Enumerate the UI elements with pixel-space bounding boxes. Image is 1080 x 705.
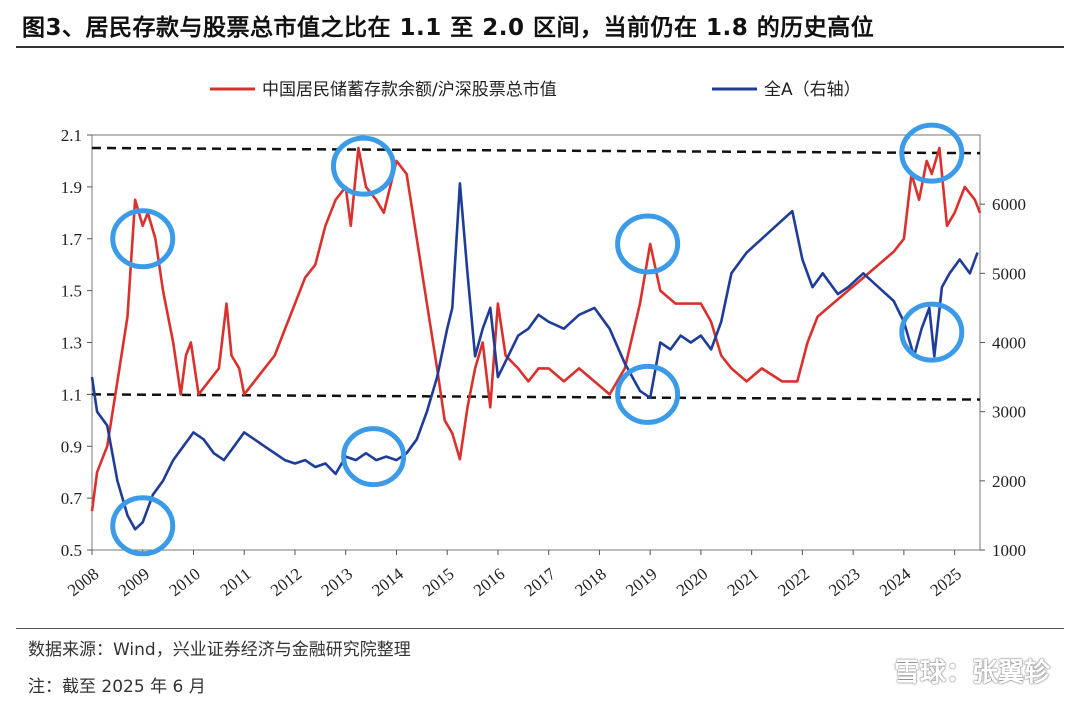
x-tick-label: 2013	[318, 564, 356, 600]
left-tick-label: 0.7	[61, 489, 83, 508]
x-tick-label: 2016	[470, 564, 508, 600]
left-tick-label: 1.9	[61, 178, 82, 197]
left-tick-label: 1.7	[61, 230, 83, 249]
x-tick-label: 2014	[368, 564, 407, 600]
right-tick-label: 2000	[992, 472, 1026, 491]
right-axis: 1000 2000 3000 4000 5000 6000	[980, 195, 1026, 560]
legend-label-index: 全A（右轴）	[764, 80, 861, 100]
series-line-all-a-index	[90, 182, 979, 531]
footer-rule	[16, 628, 1064, 629]
x-tick-label: 2021	[724, 564, 762, 600]
watermark: 雪球：张翼轸	[893, 658, 1050, 688]
highlight-circle	[899, 122, 965, 184]
x-tick-label: 2019	[622, 564, 660, 600]
highlight-circles	[110, 122, 965, 557]
source-note: 数据来源：Wind，兴业证券经济与金融研究院整理	[28, 640, 411, 660]
chart-title: 图3、居民存款与股票总市值之比在 1.1 至 2.0 区间，当前仍在 1.8 的…	[22, 15, 875, 41]
highlight-circle	[899, 301, 965, 363]
x-tick-label: 2022	[774, 564, 812, 600]
reference-dashed-line	[91, 393, 981, 401]
x-tick-label: 2023	[825, 564, 863, 600]
legend: 中国居民储蓄存款余额/沪深股票总市值 全A（右轴）	[210, 80, 861, 100]
highlight-circle	[615, 363, 681, 425]
x-axis: 2008 2009 2010 2011 2012 2013 2014 2015 2016 2017…	[64, 550, 965, 600]
x-tick-label: 2024	[876, 564, 915, 600]
left-tick-label: 1.1	[61, 385, 82, 404]
right-tick-label: 6000	[992, 195, 1026, 214]
plot-frame	[91, 134, 981, 551]
right-tick-label: 1000	[992, 541, 1026, 560]
x-tick-label: 2009	[115, 564, 153, 600]
right-tick-label: 5000	[992, 264, 1026, 283]
x-tick-label: 2018	[571, 564, 609, 600]
highlight-circle	[110, 208, 176, 270]
x-tick-label: 2025	[927, 564, 965, 600]
x-tick-label: 2017	[521, 564, 560, 600]
series-group	[90, 146, 982, 531]
series-line-deposit-ratio	[90, 146, 982, 512]
x-tick-label: 2008	[64, 564, 102, 600]
left-tick-label: 2.1	[61, 126, 82, 145]
x-tick-label: 2020	[673, 564, 711, 600]
date-note: 注：截至 2025 年 6 月	[28, 677, 206, 697]
reference-lines	[91, 146, 981, 401]
left-tick-label: 0.9	[61, 437, 82, 456]
reference-dashed-line	[91, 146, 981, 155]
legend-label-ratio: 中国居民储蓄存款余额/沪深股票总市值	[262, 80, 557, 100]
left-tick-label: 1.3	[61, 334, 82, 353]
left-tick-label: 1.5	[61, 282, 82, 301]
x-tick-label: 2011	[217, 564, 255, 600]
title-rule	[16, 46, 1064, 48]
x-tick-label: 2012	[267, 564, 305, 600]
chart-svg: 中国居民储蓄存款余额/沪深股票总市值 全A（右轴） 0.5 0.7 0.9 1.1 1.…	[61, 80, 1026, 600]
highlight-circle	[341, 426, 407, 488]
highlight-circle	[110, 495, 176, 557]
right-tick-label: 3000	[992, 403, 1026, 422]
highlight-circle	[330, 135, 396, 197]
right-tick-label: 4000	[992, 334, 1026, 353]
left-tick-label: 0.5	[61, 541, 82, 560]
x-tick-label: 2015	[419, 564, 457, 600]
left-axis: 0.5 0.7 0.9 1.1 1.3 1.5 1.7 1.9 2.1	[61, 126, 92, 560]
x-tick-label: 2010	[165, 564, 203, 600]
highlight-circle	[615, 213, 681, 275]
